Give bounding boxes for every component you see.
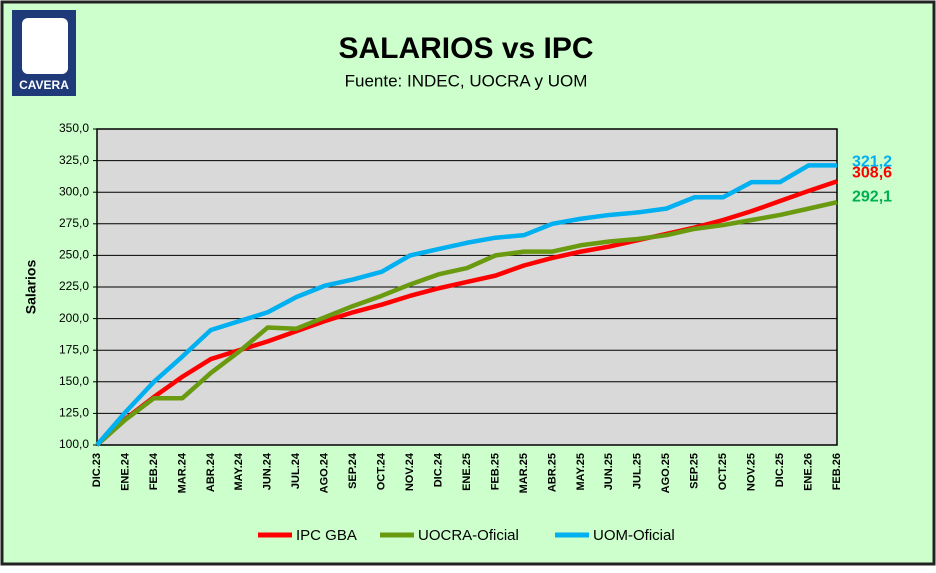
x-tick-label: NOV.24 [404, 452, 416, 491]
x-tick-label: MAY.24 [233, 452, 245, 490]
legend-label: UOM-Oficial [593, 527, 675, 544]
value-label: 292,1 [852, 188, 892, 205]
x-tick-label: MAY.25 [575, 453, 587, 491]
x-tick-label: DIC.24 [432, 452, 444, 487]
y-tick-label: 150,0 [59, 374, 89, 388]
series-line [95, 179, 838, 447]
x-tick-label: AGO.24 [319, 452, 331, 493]
x-tick-label: OCT.24 [376, 452, 388, 490]
y-tick-label: 300,0 [59, 184, 89, 198]
x-tick-label: ENE.24 [119, 452, 131, 491]
y-axis-label: Salarios [23, 260, 39, 315]
x-tick-label: NOV.25 [746, 453, 758, 491]
x-tick-label: SEP.24 [347, 452, 359, 489]
legend-label: IPC GBA [296, 527, 357, 544]
y-tick-label: 100,0 [59, 437, 89, 451]
chart-subtitle: Fuente: INDEC, UOCRA y UOM [345, 71, 588, 90]
x-tick-label: MAR.25 [518, 453, 530, 493]
x-tick-label: FEB.24 [148, 452, 160, 490]
x-tick-label: JUN.24 [262, 452, 274, 490]
x-tick-label: ABR.25 [546, 453, 558, 492]
x-tick-label: FEB.25 [489, 453, 501, 490]
chart-title: SALARIOS vs IPC [338, 32, 593, 65]
logo-text: CAVERA [19, 78, 69, 92]
x-tick-label: ENE.25 [461, 453, 473, 491]
x-tick-label: DIC.25 [774, 453, 786, 487]
x-tick-label: MAR.24 [176, 452, 188, 493]
legend-label: UOCRA-Oficial [418, 527, 519, 544]
y-tick-label: 200,0 [59, 311, 89, 325]
value-label: 308,6 [852, 165, 892, 182]
series-line [95, 199, 838, 447]
x-tick-label: JUL.24 [290, 452, 302, 489]
y-tick-label: 350,0 [59, 121, 89, 135]
y-tick-label: 275,0 [59, 216, 89, 230]
x-tick-label: ABR.24 [205, 452, 217, 492]
x-tick-label: AGO.25 [660, 453, 672, 493]
x-tick-label: SEP.25 [689, 453, 701, 489]
x-tick-label: JUL.25 [632, 453, 644, 489]
series-line [95, 163, 837, 447]
y-tick-label: 325,0 [59, 153, 89, 167]
y-tick-label: 250,0 [59, 248, 89, 262]
y-tick-label: 175,0 [59, 342, 89, 356]
y-tick-label: 225,0 [59, 279, 89, 293]
logo-mark [22, 18, 68, 74]
y-tick-label: 125,0 [59, 406, 89, 420]
logo: CAVERA [12, 10, 76, 96]
x-tick-label: JUN.25 [603, 453, 615, 490]
x-tick-label: DIC.23 [91, 453, 103, 487]
value-label: 321,2 [852, 154, 892, 171]
x-tick-label: FEB.26 [831, 453, 843, 490]
x-tick-label: ENE.26 [802, 453, 814, 491]
x-tick-label: OCT.25 [717, 453, 729, 490]
